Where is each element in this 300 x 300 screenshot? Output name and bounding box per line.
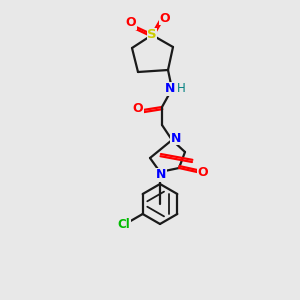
Text: O: O [198,166,208,178]
Text: N: N [156,169,166,182]
Text: N: N [171,131,181,145]
Text: O: O [133,103,143,116]
Text: S: S [147,28,157,41]
Text: N: N [165,82,175,95]
Text: O: O [126,16,136,29]
Text: H: H [177,82,185,95]
Text: O: O [160,11,170,25]
Text: Cl: Cl [118,218,130,232]
